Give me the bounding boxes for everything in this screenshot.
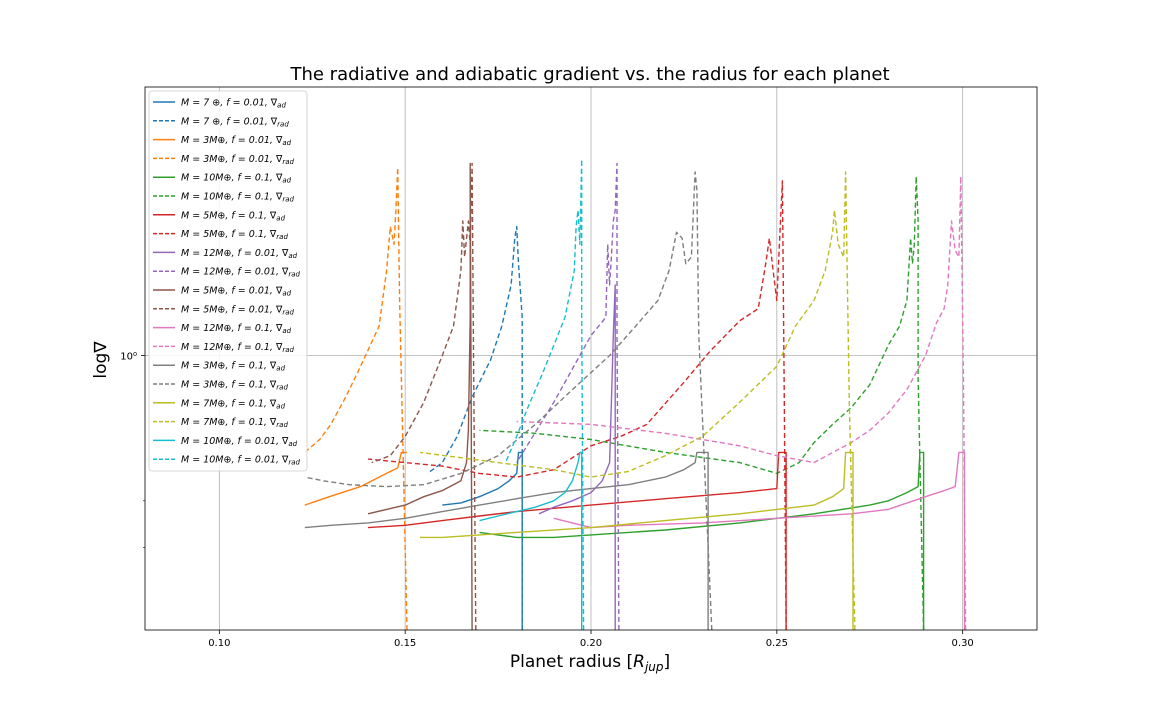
chart-title: The radiative and adiabatic gradient vs.… [289, 64, 889, 85]
series-line-12 [371, 162, 477, 631]
x-tick-label: 0.15 [394, 638, 416, 649]
legend-label: M = 3M⊕, f = 0.01, ∇ad [181, 135, 292, 147]
legend-label: M = 12M⊕, f = 0.1, ∇rad [181, 342, 294, 354]
series-line-1 [442, 451, 523, 630]
series-line-11 [367, 162, 473, 631]
legend-label: M = 5M⊕, f = 0.01, ∇ad [181, 286, 292, 298]
legend-label: M = 3M⊕, f = 0.01, ∇rad [181, 154, 294, 166]
legend-label: M = 3M⊕, f = 0.1, ∇rad [181, 380, 288, 392]
legend-label: M = 7M⊕, f = 0.1, ∇ad [181, 398, 286, 410]
series-line-10 [516, 162, 620, 631]
x-tick-label: 0.10 [208, 638, 230, 649]
series-line-14 [516, 175, 967, 631]
legend-label: M = 10M⊕, f = 0.1, ∇ad [181, 173, 292, 185]
legend-label: M = 12M⊕, f = 0.1, ∇ad [181, 323, 292, 335]
x-tick-label: 0.25 [766, 638, 788, 649]
series-line-4 [304, 167, 408, 631]
series-line-6 [479, 175, 925, 631]
legend-label: M = 12M⊕, f = 0.01, ∇ad [181, 248, 298, 260]
legend-label: M = 10M⊕, f = 0.01, ∇rad [181, 455, 301, 467]
series-line-13 [553, 451, 966, 630]
series-line-5 [479, 451, 925, 630]
legend-label: M = 7 ⊕, f = 0.01, ∇rad [181, 116, 289, 128]
series-line-20 [504, 158, 585, 631]
series-line-3 [304, 451, 407, 506]
legend-box [148, 90, 308, 472]
series-line-17 [420, 451, 854, 630]
legend-label: M = 10M⊕, f = 0.1, ∇rad [181, 192, 294, 204]
series-line-8 [367, 180, 787, 631]
series-line-9 [538, 284, 616, 630]
legend-label: M = 5M⊕, f = 0.1, ∇rad [181, 229, 288, 241]
series-line-16 [304, 171, 713, 631]
legend-label: M = 7 ⊕, f = 0.01, ∇ad [181, 98, 286, 110]
x-tick-label: 0.20 [580, 638, 602, 649]
series-line-15 [304, 451, 709, 630]
legend-label: M = 10M⊕, f = 0.01, ∇ad [181, 436, 298, 448]
legend-label: M = 7M⊕, f = 0.1, ∇rad [181, 417, 288, 429]
series-line-2 [427, 225, 523, 630]
legend: M = 7 ⊕, f = 0.01, ∇ad M = 7 ⊕, f = 0.01,… [148, 90, 308, 472]
series-line-7 [367, 451, 787, 630]
x-axis-label: Planet radius [Rjup] [510, 652, 670, 674]
y-tick-label: 10⁰ [120, 352, 137, 363]
series-line-19 [479, 451, 583, 630]
y-axis-label: log∇ [91, 341, 111, 379]
series-group [304, 158, 967, 631]
series-line-18 [419, 171, 856, 631]
legend-label: M = 12M⊕, f = 0.01, ∇rad [181, 267, 301, 279]
ticks: 0.10 0.15 0.20 0.25 0.30 10⁰ [120, 352, 974, 649]
x-tick-label: 0.30 [952, 638, 974, 649]
legend-label: M = 3M⊕, f = 0.1, ∇ad [181, 361, 286, 373]
legend-label: M = 5M⊕, f = 0.01, ∇rad [181, 304, 294, 316]
legend-label: M = 5M⊕, f = 0.1, ∇ad [181, 210, 286, 222]
